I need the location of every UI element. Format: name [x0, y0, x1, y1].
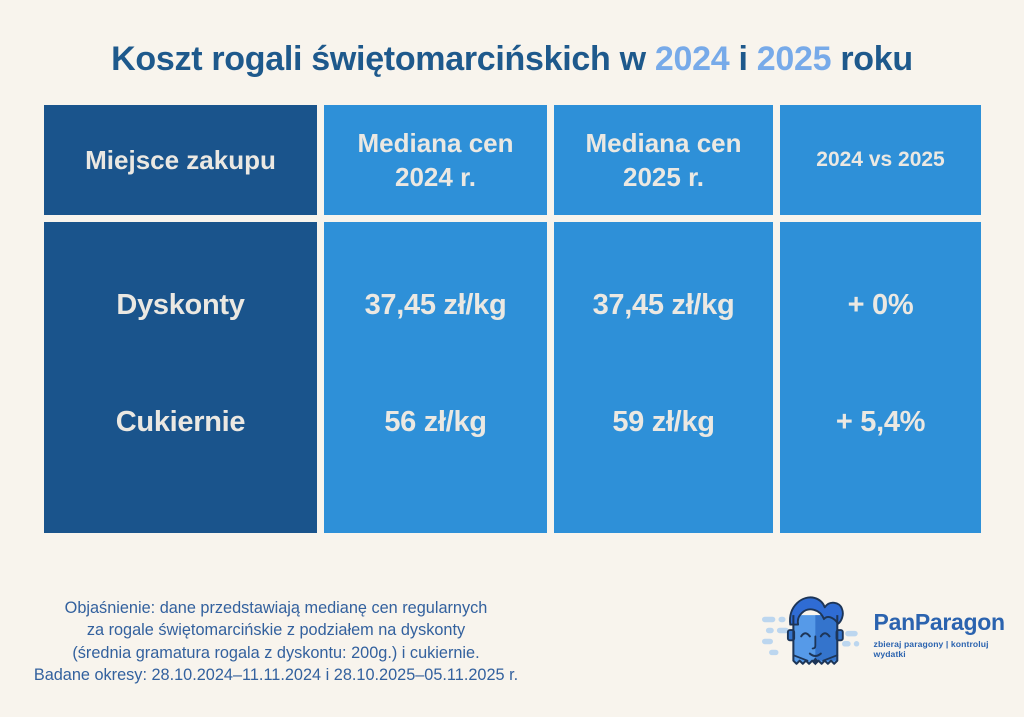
header-median-2024-line1: Mediana cen	[357, 128, 514, 158]
header-compare-label: 2024 vs 2025	[816, 148, 945, 171]
header-cell-compare: 2024 vs 2025	[780, 105, 981, 215]
brand-tagline: zbieraj paragony | kontroluj wydatki	[873, 639, 989, 659]
value-cukiernie-change: + 5,4%	[835, 406, 926, 438]
value-dyskonty-2025: 37,45 zł/kg	[592, 289, 735, 321]
row-label-cukiernie: Cukiernie	[115, 406, 246, 438]
title-conjunction: i	[729, 40, 757, 78]
brand-logo: PanParagon zbieraj paragony | kontroluj …	[762, 588, 1012, 680]
value-cukiernie-2025: 59 zł/kg	[612, 406, 715, 438]
brand-name: PanParagon	[873, 609, 1006, 635]
row-label-dyskonty: Dyskonty	[116, 289, 245, 321]
footnote-line-3: (średnia gramatura rogala z dyskontu: 20…	[72, 643, 480, 662]
footnote-line-4: Badane okresy: 28.10.2024–11.11.2024 i 2…	[33, 666, 519, 685]
header-cell-median-2024: Mediana cen 2024 r.	[324, 105, 547, 215]
header-median-2024-line2: 2024 r.	[395, 162, 476, 192]
value-dyskonty-2024: 37,45 zł/kg	[364, 289, 507, 321]
title-year-2025: 2025	[756, 40, 832, 78]
header-median-2025-line1: Mediana cen	[585, 128, 742, 158]
brand-text: PanParagon zbieraj paragony | kontroluj …	[874, 609, 1012, 659]
footnote: Objaśnienie: dane przedstawiają medianę …	[30, 597, 522, 687]
header-median-2025-line2: 2025 r.	[623, 162, 704, 192]
column-price-2025: 37,45 zł/kg 59 zł/kg	[554, 222, 773, 533]
header-cell-median-2025: Mediana cen 2025 r.	[554, 105, 773, 215]
title-text-suffix: roku	[831, 40, 913, 78]
page-title: Koszt rogali świętomarcińskich w 2024 i …	[0, 40, 1024, 79]
footnote-line-1: Objaśnienie: dane przedstawiają medianę …	[64, 599, 488, 617]
footnote-line-2: za rogale świętomarcińskie z podziałem n…	[86, 621, 466, 640]
value-dyskonty-change: + 0%	[847, 289, 914, 321]
column-price-2024: 37,45 zł/kg 56 zł/kg	[324, 222, 547, 533]
price-table: Miejsce zakupu Mediana cen 2024 r. Media…	[44, 105, 981, 533]
title-year-2024: 2024	[654, 40, 730, 78]
column-place: Dyskonty Cukiernie	[44, 222, 317, 533]
mascot-receipt-icon	[762, 596, 860, 666]
header-cell-place: Miejsce zakupu	[44, 105, 317, 215]
speed-lines-icon	[762, 616, 860, 656]
column-change: + 0% + 5,4%	[780, 222, 981, 533]
value-cukiernie-2024: 56 zł/kg	[384, 406, 487, 438]
header-place-label: Miejsce zakupu	[85, 145, 276, 175]
title-text-prefix: Koszt rogali świętomarcińskich w	[111, 40, 655, 78]
